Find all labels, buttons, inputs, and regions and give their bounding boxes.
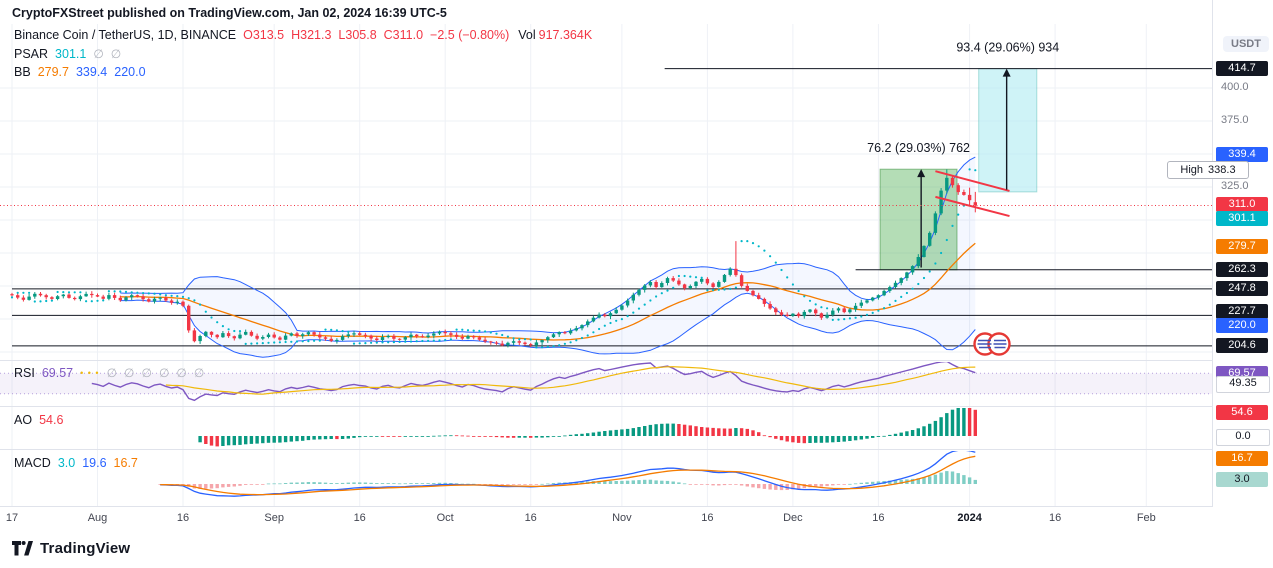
tradingview-logo[interactable]: TradingView [12, 540, 130, 557]
ao-legend-row[interactable]: AO 54.6 [14, 413, 63, 427]
time-label-16: 16 [524, 512, 537, 524]
bb-upper-value: 339.4 [75, 65, 108, 79]
price-badge-3011: 301.1 [1216, 211, 1268, 227]
bb-legend-row[interactable]: BB 279.7 339.4 220.0 [14, 65, 146, 79]
rsi-label[interactable]: RSI [14, 366, 35, 380]
time-label-16: 16 [353, 512, 366, 524]
price-badge-2200: 220.0 [1216, 318, 1268, 334]
price-tick: 400.0 [1221, 81, 1249, 93]
panel-badge-rsi-4935: 49.35 [1216, 376, 1270, 394]
price-badge-2046: 204.6 [1216, 338, 1268, 354]
volume-label: Vol [518, 28, 536, 42]
symbol-legend-row[interactable]: Binance Coin / TetherUS, 1D, BINANCE O31… [14, 28, 592, 42]
bb-lower-value: 220.0 [114, 65, 146, 79]
macd-signal-value: 16.7 [113, 456, 138, 470]
open-value: O313.5 [243, 28, 285, 42]
time-label-Sep: Sep [264, 512, 284, 524]
price-badge-4147: 414.7 [1216, 61, 1268, 77]
time-label-16: 16 [701, 512, 714, 524]
psar-legend-row[interactable]: PSAR 301.1 ∅ ∅ [14, 47, 121, 61]
price-axis[interactable]: USDT 400.0 375.0 325.0 414.7 339.4 311.0 301.1… [1212, 0, 1273, 533]
hidden-indicator-icon[interactable]: ∅ [124, 366, 135, 380]
psar-label[interactable]: PSAR [14, 47, 49, 61]
close-value: C311.0 [383, 28, 424, 42]
price-tick: 375.0 [1221, 114, 1249, 126]
price-badge-2277: 227.7 [1216, 303, 1268, 319]
hidden-indicator-icon[interactable]: ∅ [193, 366, 205, 380]
price-badge-3110: 311.0 [1216, 196, 1268, 212]
volume-value: 917.364K [538, 28, 593, 42]
ao-value: 54.6 [39, 413, 64, 427]
macd-hist-value: 3.0 [57, 456, 76, 470]
panel-separator [0, 406, 1273, 407]
axis-separator [0, 506, 1273, 507]
price-badge-2797: 279.7 [1216, 239, 1268, 255]
time-label-16: 16 [872, 512, 885, 524]
time-label-Aug: Aug [87, 512, 108, 524]
panel-badge-ao-546: 54.6 [1216, 405, 1268, 421]
panel-badge-ao-00: 0.0 [1216, 428, 1270, 446]
hidden-indicator-icon[interactable]: ∅ [106, 366, 118, 380]
hidden-indicator-icon[interactable]: ∅ [158, 366, 170, 380]
high-badge-prefix: High [1180, 164, 1204, 176]
rsi-ma-dots-icon: • • • [80, 368, 100, 378]
panel-badge-macd-30: 3.0 [1216, 472, 1268, 487]
price-badge-2623: 262.3 [1216, 262, 1268, 278]
macd-label[interactable]: MACD [14, 456, 51, 470]
price-badge-2478: 247.8 [1216, 281, 1268, 297]
time-label-2024: 2024 [957, 512, 982, 524]
ao-label[interactable]: AO [14, 413, 33, 427]
svg-text:93.4 (29.06%) 934: 93.4 (29.06%) 934 [956, 41, 1059, 55]
time-label-Feb: Feb [1136, 512, 1156, 524]
change-value: −2.5 (−0.80%) [430, 28, 510, 42]
symbol-title[interactable]: Binance Coin / TetherUS, 1D, BINANCE [14, 28, 237, 42]
panel-badge-macd-167: 16.7 [1216, 451, 1268, 467]
bb-basis-value: 279.7 [37, 65, 69, 79]
credit-line: CryptoFXStreet published on TradingView.… [12, 6, 447, 20]
rsi-legend-row[interactable]: RSI 69.57 • • • ∅ ∅ ∅ ∅ ∅ ∅ [14, 366, 204, 380]
panel-separator [0, 360, 1273, 361]
time-axis[interactable]: 17 Aug 16 Sep 16 Oct 16 Nov 16 Dec 16 2024 16 Feb [0, 507, 1273, 533]
time-label-Oct: Oct [436, 512, 454, 524]
svg-text:76.2 (29.03%) 762: 76.2 (29.03%) 762 [867, 141, 970, 155]
time-label-Nov: Nov [612, 512, 632, 524]
macd-legend-row[interactable]: MACD 3.0 19.6 16.7 [14, 456, 138, 470]
high-value: H321.3 [291, 28, 332, 42]
hidden-indicator-icon[interactable]: ∅ [110, 47, 122, 61]
time-label-16: 16 [176, 512, 190, 524]
rsi-value: 69.57 [41, 366, 74, 380]
time-label-Dec: Dec [783, 512, 803, 524]
time-label-16: 16 [1048, 512, 1062, 524]
hidden-indicator-icon[interactable]: ∅ [93, 47, 104, 61]
high-price-badge: High 338.3 [1167, 161, 1249, 179]
hidden-indicator-icon[interactable]: ∅ [141, 366, 152, 380]
hidden-indicator-icon[interactable]: ∅ [176, 366, 187, 380]
price-tick: 325.0 [1221, 180, 1249, 192]
axis-currency-label: USDT [1223, 36, 1269, 52]
low-value: L305.8 [338, 28, 377, 42]
tradingview-logo-text: TradingView [40, 540, 131, 557]
psar-value: 301.1 [55, 47, 87, 61]
bb-label[interactable]: BB [14, 65, 31, 79]
price-chart-svg[interactable]: 76.2 (29.03%) 762 93.4 (29.06%) 934 [0, 0, 1212, 507]
time-label-17: 17 [5, 512, 19, 524]
panel-separator [0, 449, 1273, 450]
tradingview-logo-icon [12, 541, 33, 556]
macd-line-value: 19.6 [82, 456, 107, 470]
price-badge-3394: 339.4 [1216, 147, 1268, 163]
cryptofxstreet-sticker-icon [972, 330, 1012, 358]
high-badge-value: 338.3 [1208, 164, 1236, 176]
